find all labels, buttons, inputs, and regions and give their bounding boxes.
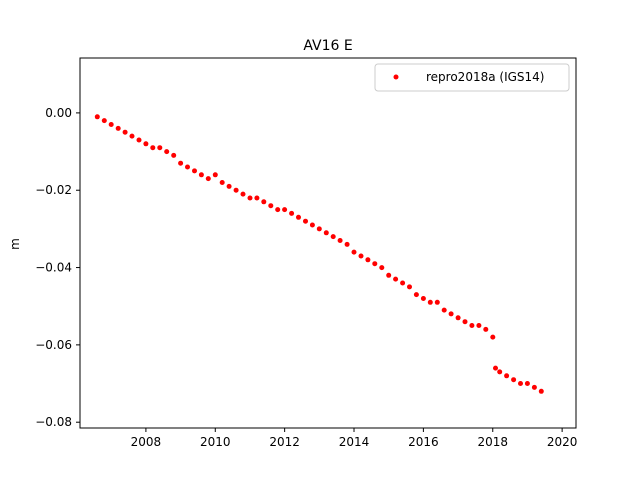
data-point bbox=[351, 249, 357, 255]
data-point bbox=[379, 265, 385, 271]
data-point bbox=[192, 168, 197, 174]
data-point bbox=[483, 326, 489, 332]
data-point bbox=[393, 276, 399, 282]
data-point bbox=[413, 292, 419, 298]
data-point bbox=[476, 323, 482, 328]
data-point bbox=[448, 311, 454, 317]
data-point bbox=[493, 365, 498, 371]
data-point bbox=[455, 315, 461, 321]
data-point bbox=[150, 145, 156, 151]
y-tick-label: −0.08 bbox=[35, 415, 72, 429]
data-point bbox=[94, 114, 100, 120]
x-tick-label: 2018 bbox=[477, 435, 508, 449]
axes-layer: 2008 2010 2012 2014 2016 2018 2020 0.00 −0.02 −0.… bbox=[35, 57, 578, 449]
x-tick-label: 2008 bbox=[131, 435, 162, 449]
legend: repro2018a (IGS14) bbox=[374, 63, 570, 92]
y-tick-label: −0.06 bbox=[35, 338, 72, 352]
data-point bbox=[178, 160, 184, 166]
y-tick-label: −0.04 bbox=[35, 261, 72, 275]
data-point bbox=[531, 384, 537, 390]
data-point bbox=[524, 381, 530, 386]
legend-box bbox=[374, 63, 570, 92]
data-point bbox=[441, 307, 447, 313]
data-point bbox=[511, 377, 517, 383]
chart-title: AV16 E bbox=[303, 38, 352, 54]
x-tick-label: 2014 bbox=[339, 435, 370, 449]
data-point bbox=[330, 234, 336, 240]
data-point bbox=[164, 149, 170, 155]
plot-frame bbox=[79, 57, 577, 429]
data-point bbox=[143, 141, 149, 147]
data-point bbox=[219, 180, 225, 185]
data-point bbox=[268, 203, 274, 209]
data-point bbox=[462, 319, 468, 325]
data-point bbox=[518, 381, 523, 386]
data-point bbox=[136, 137, 142, 143]
data-point bbox=[386, 272, 392, 278]
y-axis-label: m bbox=[8, 238, 22, 250]
data-point bbox=[358, 253, 364, 259]
data-point bbox=[261, 199, 267, 205]
x-tick-label: 2016 bbox=[408, 435, 439, 449]
data-point bbox=[497, 369, 503, 375]
data-point bbox=[365, 257, 371, 263]
data-point bbox=[115, 125, 121, 131]
data-point bbox=[101, 118, 107, 124]
data-points-layer bbox=[94, 114, 544, 394]
data-point bbox=[303, 218, 308, 224]
data-point bbox=[372, 261, 378, 267]
data-point bbox=[108, 122, 114, 127]
data-point bbox=[122, 129, 128, 135]
data-point bbox=[504, 373, 510, 379]
x-tick-label: 2012 bbox=[269, 435, 300, 449]
data-point bbox=[296, 214, 301, 220]
data-point bbox=[316, 226, 322, 232]
data-point bbox=[400, 280, 406, 286]
data-point bbox=[171, 152, 177, 158]
legend-label: repro2018a (IGS14) bbox=[426, 70, 544, 84]
data-point bbox=[198, 172, 204, 178]
data-point bbox=[490, 334, 496, 340]
data-point bbox=[254, 195, 260, 201]
data-point bbox=[129, 133, 135, 139]
data-point bbox=[337, 238, 343, 243]
data-point bbox=[233, 187, 239, 193]
x-tick-label: 2020 bbox=[547, 435, 578, 449]
data-point bbox=[434, 299, 440, 305]
y-tick-label: −0.02 bbox=[35, 183, 72, 197]
data-point bbox=[185, 164, 190, 170]
data-point bbox=[344, 241, 350, 247]
data-point bbox=[538, 388, 544, 394]
data-point bbox=[469, 323, 475, 328]
data-point bbox=[275, 207, 281, 213]
data-point bbox=[212, 172, 218, 178]
y-tick-label: 0.00 bbox=[45, 106, 72, 120]
data-point bbox=[157, 145, 163, 151]
data-point bbox=[309, 222, 315, 228]
data-point bbox=[427, 299, 433, 305]
data-point bbox=[205, 176, 211, 182]
data-point bbox=[289, 210, 295, 216]
x-tick-label: 2010 bbox=[200, 435, 231, 449]
data-point bbox=[407, 284, 412, 290]
data-point bbox=[282, 207, 288, 213]
legend-marker bbox=[393, 74, 399, 80]
data-point bbox=[240, 191, 246, 197]
data-point bbox=[420, 296, 426, 301]
data-point bbox=[323, 230, 329, 236]
data-point bbox=[226, 183, 232, 189]
data-point bbox=[247, 195, 253, 201]
